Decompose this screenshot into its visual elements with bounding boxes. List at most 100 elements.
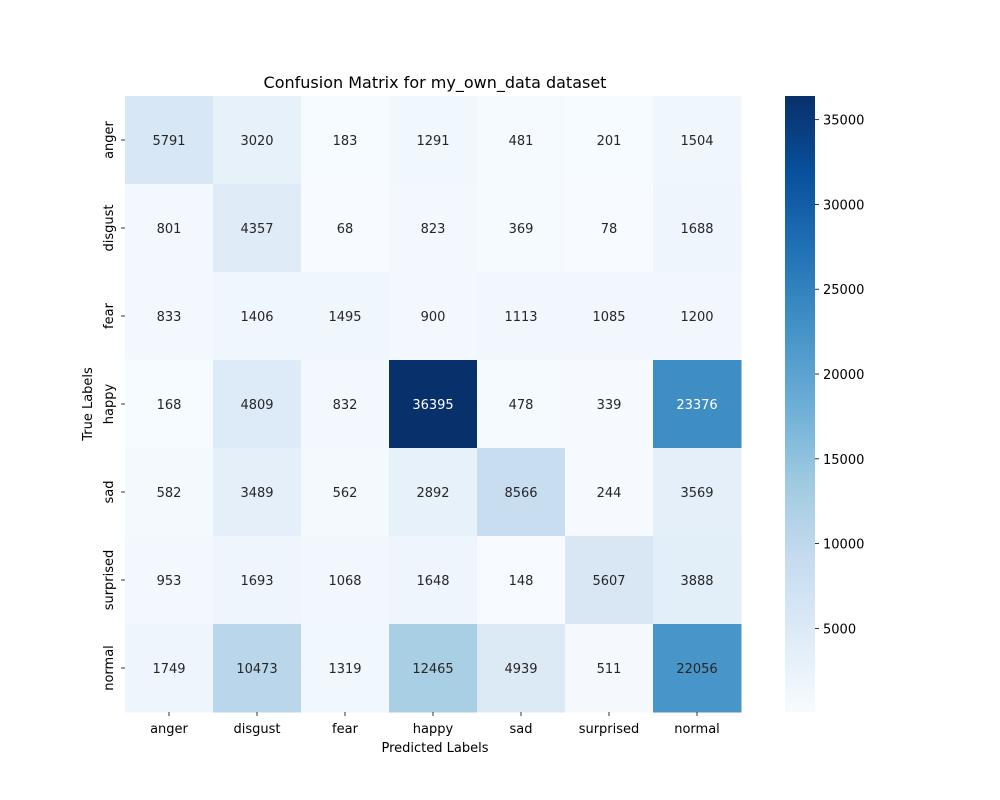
heatmap-cell bbox=[213, 536, 302, 625]
heatmap-cell bbox=[125, 360, 214, 449]
heatmap-cell bbox=[389, 624, 478, 713]
cell-value-label: 582 bbox=[157, 486, 182, 501]
y-tick-label: surprised bbox=[102, 550, 117, 611]
heatmap-cell bbox=[653, 272, 742, 361]
cell-value-label: 22056 bbox=[676, 662, 717, 677]
heatmap-cell bbox=[213, 624, 302, 713]
cell-value-label: 10473 bbox=[236, 662, 277, 677]
heatmap-cell bbox=[477, 272, 566, 361]
heatmap-cell bbox=[213, 272, 302, 361]
y-tick-label: fear bbox=[102, 302, 117, 329]
heatmap-cell bbox=[653, 184, 742, 273]
cell-value-label: 12465 bbox=[412, 662, 453, 677]
heatmap-cell bbox=[125, 272, 214, 361]
heatmap-cell bbox=[565, 96, 654, 185]
cell-value-label: 481 bbox=[509, 134, 534, 149]
cell-value-label: 1495 bbox=[328, 310, 361, 325]
heatmap-cell bbox=[301, 96, 390, 185]
cell-value-label: 68 bbox=[337, 222, 354, 237]
heatmap-cell bbox=[477, 624, 566, 713]
colorbar-tick-label: 25000 bbox=[823, 283, 864, 298]
heatmap-cell bbox=[301, 448, 390, 537]
cell-value-label: 511 bbox=[597, 662, 622, 677]
colorbar-gradient bbox=[785, 96, 815, 712]
cell-value-label: 823 bbox=[421, 222, 446, 237]
heatmap-cell bbox=[301, 360, 390, 449]
cell-value-label: 832 bbox=[333, 398, 358, 413]
cell-value-label: 1504 bbox=[680, 134, 713, 149]
chart-title: Confusion Matrix for my_own_data dataset bbox=[264, 73, 607, 93]
heatmap-cell bbox=[125, 536, 214, 625]
cell-value-label: 4357 bbox=[240, 222, 273, 237]
y-axis-label: True Labels bbox=[81, 367, 96, 442]
heatmap-cell bbox=[653, 624, 742, 713]
y-tick-label: sad bbox=[102, 481, 117, 504]
cell-value-label: 5791 bbox=[152, 134, 185, 149]
heatmap-cell bbox=[565, 536, 654, 625]
x-axis-label: Predicted Labels bbox=[381, 741, 488, 756]
heatmap-cell bbox=[565, 448, 654, 537]
colorbar-tick-label: 30000 bbox=[823, 198, 864, 213]
heatmap-cell bbox=[389, 536, 478, 625]
cell-value-label: 562 bbox=[333, 486, 358, 501]
colorbar-tick-label: 35000 bbox=[823, 114, 864, 129]
heatmap-cell bbox=[477, 360, 566, 449]
cell-value-label: 1749 bbox=[152, 662, 185, 677]
heatmap-cell bbox=[565, 184, 654, 273]
cell-value-label: 833 bbox=[157, 310, 182, 325]
cell-value-label: 1085 bbox=[592, 310, 625, 325]
colorbar: 5000 10000 15000 20000 25000 30000 35000 bbox=[785, 96, 864, 712]
heatmap-cell bbox=[653, 448, 742, 537]
cell-value-label: 244 bbox=[597, 486, 622, 501]
cell-value-label: 3569 bbox=[680, 486, 713, 501]
cell-value-label: 1688 bbox=[680, 222, 713, 237]
y-axis: anger disgust fear happy sad surprised normal bbox=[102, 120, 125, 691]
heatmap-cell bbox=[389, 448, 478, 537]
heatmap-cell bbox=[125, 448, 214, 537]
y-tick-label: normal bbox=[102, 645, 117, 691]
cell-value-label: 4809 bbox=[240, 398, 273, 413]
colorbar-tick-label: 10000 bbox=[823, 538, 864, 553]
cell-value-label: 3020 bbox=[240, 134, 273, 149]
heatmap-cell bbox=[477, 536, 566, 625]
colorbar-tick-label: 20000 bbox=[823, 368, 864, 383]
x-tick-label: fear bbox=[332, 722, 359, 737]
heatmap-cell bbox=[477, 184, 566, 273]
cell-value-label: 8566 bbox=[504, 486, 537, 501]
cell-value-label: 953 bbox=[157, 574, 182, 589]
heatmap-cell bbox=[653, 536, 742, 625]
cell-value-label: 23376 bbox=[676, 398, 717, 413]
heatmap-cell bbox=[213, 360, 302, 449]
cell-value-label: 5607 bbox=[592, 574, 625, 589]
heatmap-cell bbox=[653, 360, 742, 449]
cell-value-label: 369 bbox=[509, 222, 534, 237]
cell-value-label: 1319 bbox=[328, 662, 361, 677]
heatmap-cell bbox=[125, 96, 214, 185]
cell-value-label: 1693 bbox=[240, 574, 273, 589]
cell-value-label: 3888 bbox=[680, 574, 713, 589]
x-axis: anger disgust fear happy sad surprised normal bbox=[150, 712, 720, 737]
cell-value-label: 1648 bbox=[416, 574, 449, 589]
heatmap-cell bbox=[213, 96, 302, 185]
heatmap-cell bbox=[477, 448, 566, 537]
cell-value-label: 478 bbox=[509, 398, 534, 413]
cell-value-label: 36395 bbox=[412, 398, 453, 413]
heatmap-cell bbox=[213, 448, 302, 537]
heatmap-cell bbox=[389, 360, 478, 449]
cell-value-label: 801 bbox=[157, 222, 182, 237]
cell-value-label: 183 bbox=[333, 134, 358, 149]
cell-value-label: 3489 bbox=[240, 486, 273, 501]
cell-value-label: 900 bbox=[421, 310, 446, 325]
x-tick-label: disgust bbox=[234, 722, 281, 737]
heatmap-cell bbox=[213, 184, 302, 273]
heatmap-cell bbox=[477, 96, 566, 185]
heatmap-cell bbox=[565, 360, 654, 449]
heatmap-cell bbox=[301, 624, 390, 713]
heatmap-grid: 5791 3020 183 1291 481 201 1504 801 4357 68 823 369… bbox=[125, 96, 742, 713]
heatmap-cell bbox=[565, 624, 654, 713]
cell-value-label: 1406 bbox=[240, 310, 273, 325]
heatmap-cell bbox=[125, 184, 214, 273]
x-tick-label: anger bbox=[150, 722, 188, 737]
cell-value-label: 4939 bbox=[504, 662, 537, 677]
